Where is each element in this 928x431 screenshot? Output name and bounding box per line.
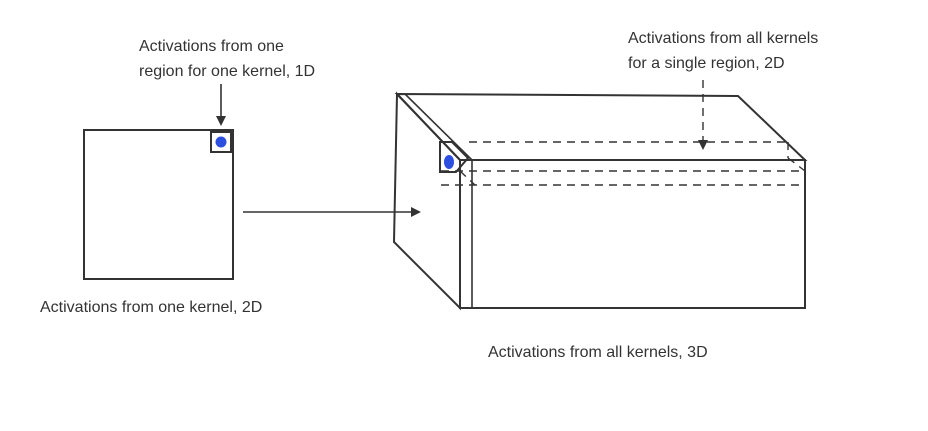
- label-one-region-line1: Activations from one: [139, 38, 284, 55]
- all-kernels-3d-box: [392, 91, 808, 311]
- one-region-cell: [210, 131, 232, 153]
- label-all-kernels-region-line2: for a single region, 2D: [628, 55, 785, 72]
- activation-dot-right: [444, 155, 454, 169]
- region-cell-3d: [439, 141, 470, 173]
- one-kernel-square: [83, 129, 234, 280]
- label-one-kernel: Activations from one kernel, 2D: [40, 299, 262, 316]
- activation-dot-left: [215, 136, 227, 148]
- label-all-kernels-region-line1: Activations from all kernels: [628, 30, 818, 47]
- label-all-kernels: Activations from all kernels, 3D: [488, 344, 708, 361]
- label-one-region-line2: region for one kernel, 1D: [139, 63, 315, 80]
- single-region-slice: [441, 141, 806, 186]
